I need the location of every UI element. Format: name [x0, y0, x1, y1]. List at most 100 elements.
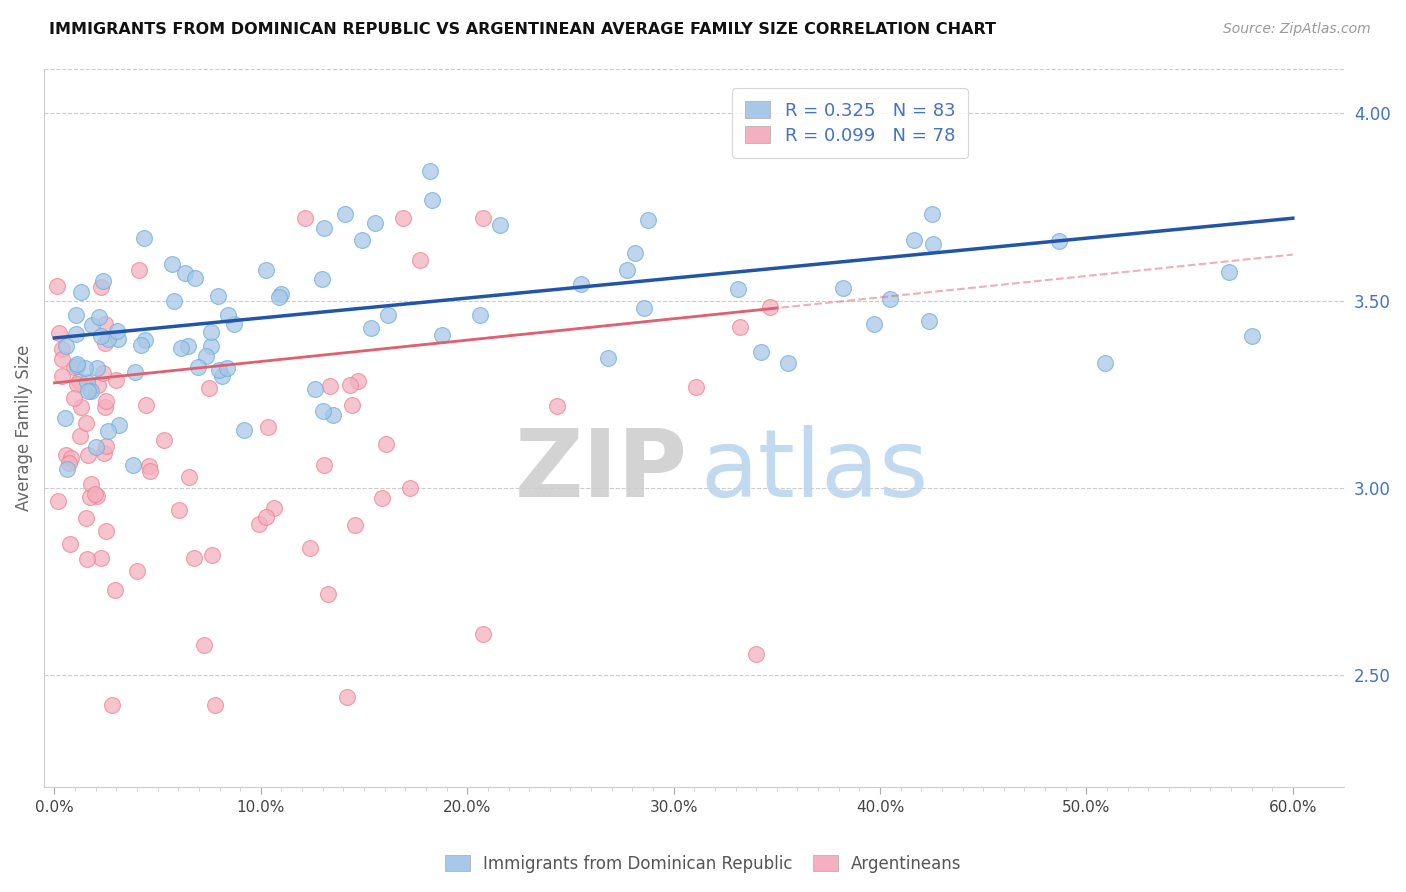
Point [174, 267, 197, 281]
Point [489, 218, 512, 232]
Point [91, 274, 114, 288]
Point [63, 360, 86, 375]
Point [93, 445, 115, 459]
Point [167, 502, 190, 516]
Point [879, 292, 901, 306]
Point [55, 448, 77, 462]
Point [65, 308, 87, 322]
Point [122, 458, 145, 472]
Point [132, 231, 155, 245]
Point [616, 262, 638, 277]
Point [685, 380, 707, 394]
Point [51, 369, 73, 384]
Point [304, 382, 326, 396]
Point [624, 246, 647, 260]
Point [419, 164, 441, 178]
Point [200, 339, 222, 353]
Point [863, 317, 886, 331]
Point [263, 501, 285, 516]
Point [319, 379, 342, 393]
Point [86, 361, 108, 376]
Point [195, 349, 218, 363]
Point [745, 647, 768, 661]
Point [314, 220, 336, 235]
Point [63, 391, 86, 405]
Point [569, 277, 592, 292]
Point [187, 360, 209, 375]
Point [211, 368, 233, 383]
Point [162, 257, 184, 271]
Point [128, 263, 150, 277]
Point [48, 493, 70, 508]
Point [333, 207, 356, 221]
Point [472, 211, 495, 226]
Point [70, 285, 93, 299]
Point [831, 281, 853, 295]
Point [65, 357, 87, 371]
Point [217, 308, 239, 322]
Point [76, 384, 98, 399]
Point [82, 318, 104, 332]
Y-axis label: Average Family Size: Average Family Size [15, 344, 32, 511]
Point [312, 404, 335, 418]
Point [207, 289, 229, 303]
Point [633, 301, 655, 315]
Point [177, 470, 200, 484]
Point [398, 481, 420, 495]
Point [45, 278, 67, 293]
Point [392, 211, 415, 226]
Text: atlas: atlas [700, 425, 929, 516]
Point [546, 400, 568, 414]
Point [67, 374, 90, 388]
Point [53, 411, 76, 425]
Point [70, 401, 93, 415]
Point [139, 464, 162, 478]
Point [177, 339, 200, 353]
Point [472, 627, 495, 641]
Point [87, 310, 110, 324]
Point [86, 489, 108, 503]
Point [75, 511, 97, 525]
Point [66, 376, 89, 391]
Point [76, 375, 98, 389]
Point [1047, 234, 1070, 248]
Text: IMMIGRANTS FROM DOMINICAN REPUBLIC VS ARGENTINEAN AVERAGE FAMILY SIZE CORRELATIO: IMMIGRANTS FROM DOMINICAN REPUBLIC VS AR… [49, 22, 997, 37]
Point [371, 491, 394, 506]
Point [55, 339, 77, 353]
Point [346, 374, 368, 388]
Point [193, 638, 215, 652]
Point [598, 351, 620, 366]
Point [79, 476, 101, 491]
Point [254, 510, 277, 524]
Point [294, 211, 316, 226]
Point [48, 326, 70, 341]
Point [776, 356, 799, 370]
Point [80, 384, 103, 398]
Legend: R = 0.325   N = 83, R = 0.099   N = 78: R = 0.325 N = 83, R = 0.099 N = 78 [733, 88, 969, 158]
Point [170, 341, 193, 355]
Point [58, 456, 80, 470]
Point [101, 698, 124, 712]
Text: ZIP: ZIP [515, 425, 688, 516]
Point [430, 328, 453, 343]
Point [343, 517, 366, 532]
Point [135, 398, 157, 412]
Point [69, 429, 91, 443]
Point [247, 517, 270, 532]
Point [138, 458, 160, 473]
Point [336, 690, 359, 704]
Point [267, 290, 290, 304]
Point [921, 206, 943, 220]
Point [94, 394, 117, 409]
Point [65, 326, 87, 341]
Point [183, 551, 205, 566]
Point [340, 398, 363, 412]
Point [84, 440, 107, 454]
Point [1094, 356, 1116, 370]
Point [201, 548, 224, 562]
Point [77, 448, 100, 462]
Point [79, 382, 101, 396]
Point [163, 294, 186, 309]
Point [79, 490, 101, 504]
Point [56, 462, 79, 476]
